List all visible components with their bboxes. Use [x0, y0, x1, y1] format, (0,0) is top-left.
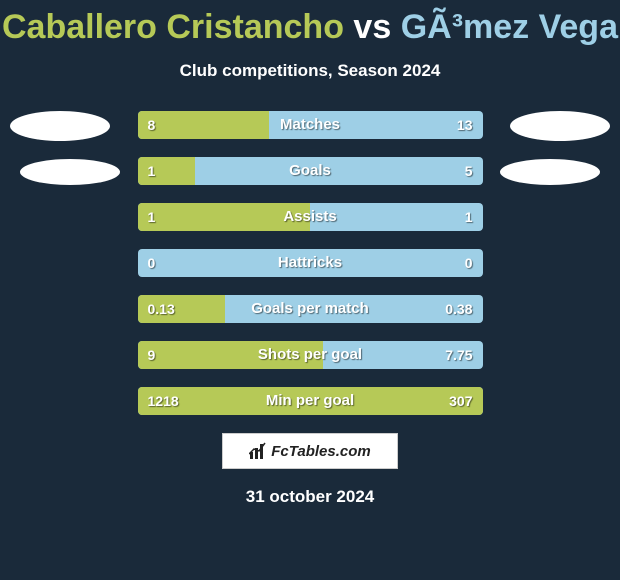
player1-avatar-placeholder	[10, 111, 110, 141]
stat-label: Goals per match	[138, 295, 483, 323]
stat-label: Min per goal	[138, 387, 483, 415]
date-text: 31 october 2024	[0, 487, 620, 507]
branding-text: FcTables.com	[271, 443, 370, 460]
branding-box: FcTables.com	[222, 433, 398, 469]
stat-row: 11Assists	[138, 203, 483, 231]
player1-name: Caballero Cristancho	[2, 8, 344, 46]
player2-avatar-shadow	[500, 159, 600, 185]
player1-avatar-shadow	[20, 159, 120, 185]
stat-label: Shots per goal	[138, 341, 483, 369]
stat-row: 00Hattricks	[138, 249, 483, 277]
player2-avatar-placeholder	[510, 111, 610, 141]
stat-row: 0.130.38Goals per match	[138, 295, 483, 323]
stat-label: Assists	[138, 203, 483, 231]
stat-row: 1218307Min per goal	[138, 387, 483, 415]
stat-row: 97.75Shots per goal	[138, 341, 483, 369]
stat-rows: 813Matches 15Goals 11Assists 00Hattricks 0.1…	[138, 111, 483, 415]
vs-text: vs	[344, 8, 401, 46]
player2-name: GÃ³mez Vega	[401, 8, 618, 46]
subtitle: Club competitions, Season 2024	[0, 61, 620, 81]
stat-label: Matches	[138, 111, 483, 139]
stat-row: 15Goals	[138, 157, 483, 185]
chart-area: 813Matches 15Goals 11Assists 00Hattricks 0.1…	[0, 111, 620, 415]
stat-row: 813Matches	[138, 111, 483, 139]
chart-icon	[249, 442, 267, 460]
stat-label: Hattricks	[138, 249, 483, 277]
stat-label: Goals	[138, 157, 483, 185]
comparison-title: Caballero Cristancho vs GÃ³mez Vega	[0, 0, 620, 47]
